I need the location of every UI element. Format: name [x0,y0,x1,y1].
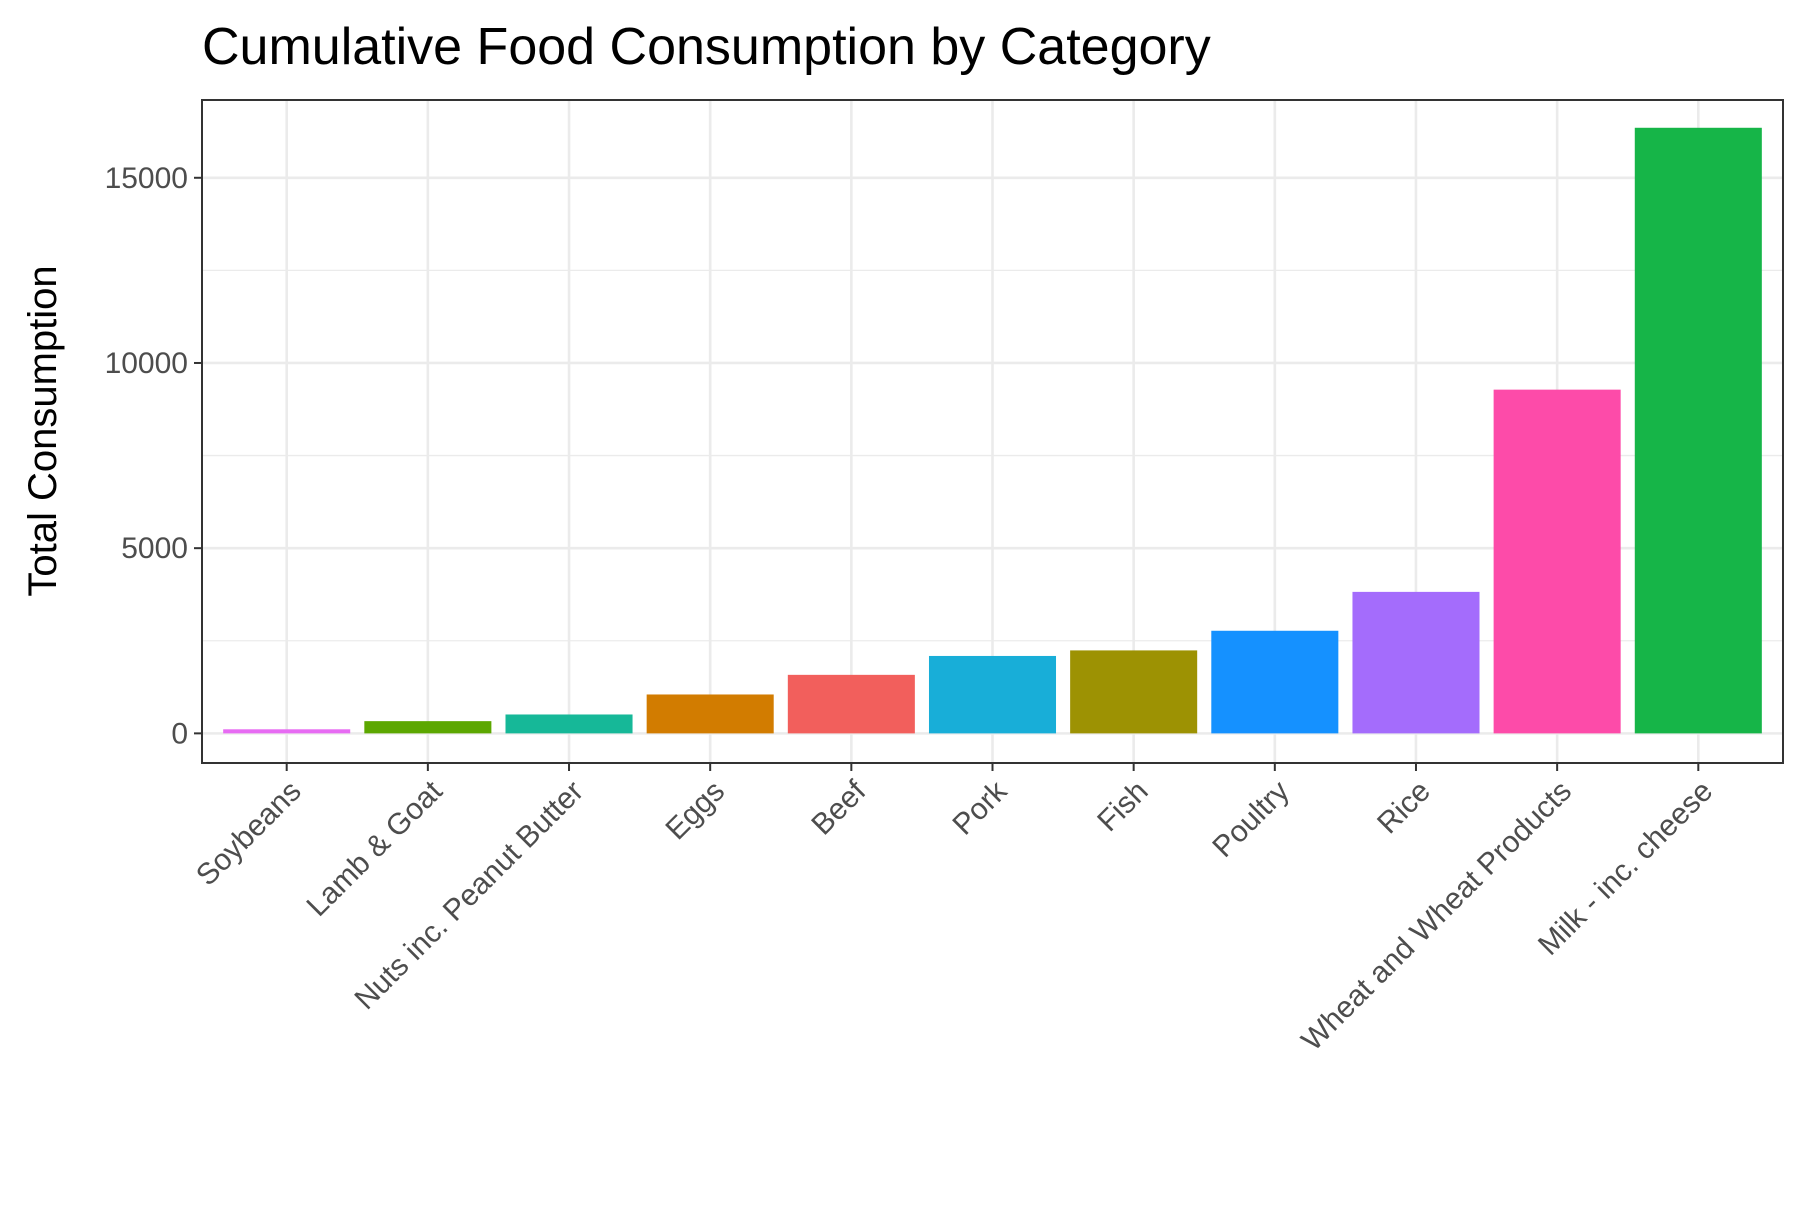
y-tick-label: 15000 [105,162,188,195]
bar [928,655,1057,734]
bar [1352,591,1480,734]
bar [1634,127,1762,734]
y-tick-label: 10000 [105,347,188,380]
bars [223,127,1762,734]
x-tick-label: Soybeans [190,775,308,893]
bar [364,721,492,734]
bar [646,694,774,734]
x-tick-label: Rice [1371,775,1437,841]
x-tick-label: Poultry [1206,775,1295,864]
bar [1493,389,1621,734]
bar [505,714,633,734]
y-tick-label: 5000 [121,532,188,565]
x-tick-label: Lamb & Goat [300,774,449,923]
x-tick-label: Fish [1091,775,1154,838]
y-axis: 0 5000 10000 15000 [105,162,202,750]
x-tick-label: Pork [946,774,1014,842]
chart-title: Cumulative Food Consumption by Category [202,18,1211,76]
x-tick-label: Eggs [659,775,731,847]
bar [223,729,351,734]
y-axis-title: Total Consumption [21,265,65,596]
x-tick-label: Wheat and Wheat Products [1295,775,1578,1058]
bar [1211,630,1339,734]
x-tick-label: Nuts inc. Peanut Butter [348,775,589,1016]
bar [1070,650,1198,734]
y-tick-label: 0 [171,717,188,750]
x-tick-label: Beef [805,774,872,841]
bar [787,674,915,734]
